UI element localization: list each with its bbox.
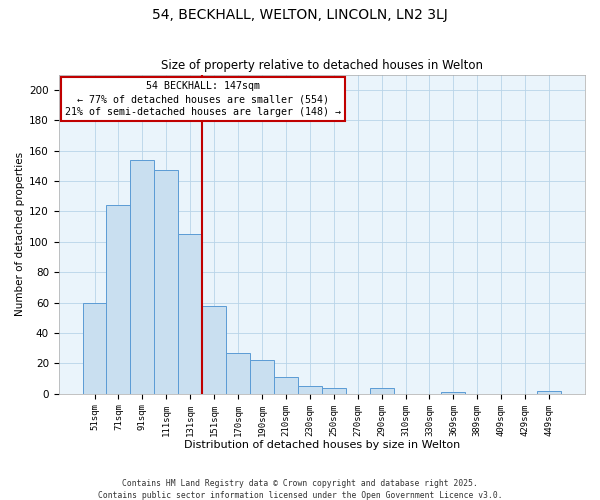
Bar xyxy=(370,388,394,394)
Bar xyxy=(130,160,154,394)
Text: 54, BECKHALL, WELTON, LINCOLN, LN2 3LJ: 54, BECKHALL, WELTON, LINCOLN, LN2 3LJ xyxy=(152,8,448,22)
Title: Size of property relative to detached houses in Welton: Size of property relative to detached ho… xyxy=(161,59,483,72)
Bar xyxy=(322,388,346,394)
Bar xyxy=(83,302,106,394)
Bar xyxy=(106,206,130,394)
Text: 54 BECKHALL: 147sqm
← 77% of detached houses are smaller (554)
21% of semi-detac: 54 BECKHALL: 147sqm ← 77% of detached ho… xyxy=(65,81,341,118)
Bar xyxy=(442,392,466,394)
Bar xyxy=(178,234,202,394)
Bar xyxy=(154,170,178,394)
Bar xyxy=(226,353,250,394)
Bar xyxy=(298,386,322,394)
Bar xyxy=(202,306,226,394)
Bar xyxy=(274,377,298,394)
Bar xyxy=(250,360,274,394)
X-axis label: Distribution of detached houses by size in Welton: Distribution of detached houses by size … xyxy=(184,440,460,450)
Bar xyxy=(537,391,561,394)
Y-axis label: Number of detached properties: Number of detached properties xyxy=(15,152,25,316)
Text: Contains HM Land Registry data © Crown copyright and database right 2025.
Contai: Contains HM Land Registry data © Crown c… xyxy=(98,478,502,500)
